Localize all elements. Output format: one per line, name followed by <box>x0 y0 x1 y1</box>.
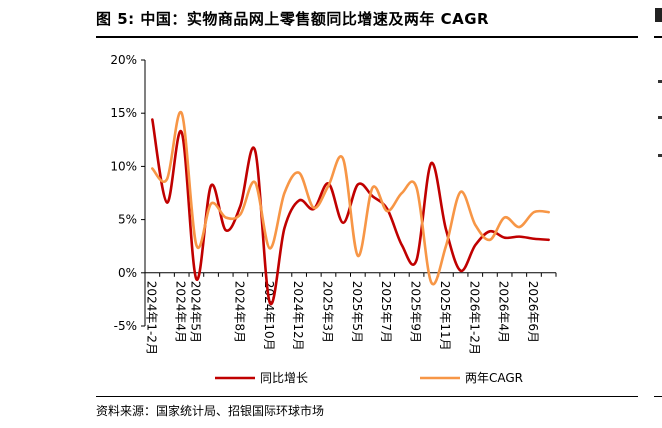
data-point <box>298 171 300 174</box>
legend-label: 两年CAGR <box>465 371 523 385</box>
data-point <box>489 230 491 233</box>
source-divider <box>96 396 638 397</box>
data-point <box>224 229 227 232</box>
x-tick-label: 2025年9月 <box>409 281 423 343</box>
data-point <box>210 202 212 205</box>
data-point <box>533 237 535 240</box>
data-point <box>298 199 300 202</box>
data-point <box>518 226 521 228</box>
data-point <box>430 281 433 284</box>
data-point <box>283 192 286 194</box>
data-point <box>283 227 286 229</box>
data-point <box>533 211 535 213</box>
plot-area: -5% 0% 5% 10% 15% 20% 2024年1-2月 2024年4月 2024年5月 2… <box>110 53 557 385</box>
x-tick-label: 2026年1-2月 <box>467 281 481 355</box>
adjacent-figure-mark <box>658 116 662 119</box>
data-point <box>415 259 418 261</box>
y-tick-label: 0% <box>118 266 137 280</box>
data-point <box>254 149 256 152</box>
data-point <box>430 162 433 165</box>
y-tick-label: 15% <box>110 106 137 120</box>
adjacent-figure-rule-bottom <box>654 396 662 397</box>
x-tick-label: 2026年4月 <box>497 281 511 343</box>
y-tick-label: -5% <box>114 319 137 333</box>
x-tick-label: 2024年5月 <box>188 281 202 343</box>
adjacent-figure-rule <box>654 36 662 38</box>
data-point <box>489 239 491 241</box>
data-point <box>180 131 183 134</box>
data-point <box>254 181 256 184</box>
x-tick-label: 2025年5月 <box>350 281 364 343</box>
data-point <box>503 236 506 239</box>
data-point <box>151 118 154 121</box>
data-point <box>151 167 154 170</box>
data-point <box>195 278 198 280</box>
data-point <box>459 269 462 272</box>
data-point <box>445 245 447 247</box>
data-point <box>474 244 477 246</box>
legend-label: 同比增长 <box>260 371 308 385</box>
data-point <box>518 235 521 238</box>
data-point <box>357 254 359 257</box>
x-tick-label: 2024年12月 <box>291 281 305 351</box>
adjacent-figure-mark <box>658 80 662 83</box>
data-point <box>459 191 462 193</box>
data-point <box>224 216 227 219</box>
source-note: 资料来源：国家统计局、招银国际环球市场 <box>96 404 325 418</box>
x-tick-label: 2025年3月 <box>320 281 334 343</box>
x-tick-label: 2025年11月 <box>438 281 452 351</box>
y-tick-label: 10% <box>110 159 137 173</box>
adjacent-figure-mark <box>658 154 662 157</box>
data-point <box>342 221 344 224</box>
data-point <box>166 178 168 180</box>
data-point <box>327 184 330 187</box>
x-tick-label: 2026年6月 <box>526 281 540 343</box>
data-point <box>195 244 198 246</box>
adjacent-figure-fragment <box>655 8 662 22</box>
data-point <box>239 204 242 207</box>
y-tick-label: 5% <box>118 213 137 227</box>
data-point <box>415 186 418 189</box>
data-point <box>386 210 388 212</box>
data-point <box>547 211 550 213</box>
data-point <box>166 201 168 204</box>
data-point <box>342 158 344 160</box>
data-point <box>357 183 359 186</box>
data-point <box>210 184 212 187</box>
data-point <box>268 301 271 304</box>
x-tick-label: 2025年7月 <box>379 281 393 343</box>
y-tick-label: 20% <box>110 53 137 67</box>
data-point <box>445 228 447 230</box>
data-point <box>547 239 550 241</box>
x-tick-label: 2024年1-2月 <box>144 281 158 355</box>
x-tick-label: 2024年4月 <box>174 281 188 343</box>
data-point <box>371 186 374 189</box>
data-point <box>268 247 271 250</box>
title-underline <box>96 36 638 38</box>
data-point <box>313 207 315 209</box>
data-point <box>503 216 506 219</box>
figure-title: 图 5: 中国：实物商品网上零售额同比增速及两年 CAGR <box>96 10 490 28</box>
data-point <box>180 112 183 114</box>
data-point <box>401 244 403 246</box>
x-tick-label: 2024年8月 <box>232 281 246 343</box>
data-point <box>239 213 242 216</box>
data-point <box>371 195 374 197</box>
series-line-2 <box>151 110 550 286</box>
data-point <box>474 224 477 226</box>
data-point <box>401 192 403 194</box>
